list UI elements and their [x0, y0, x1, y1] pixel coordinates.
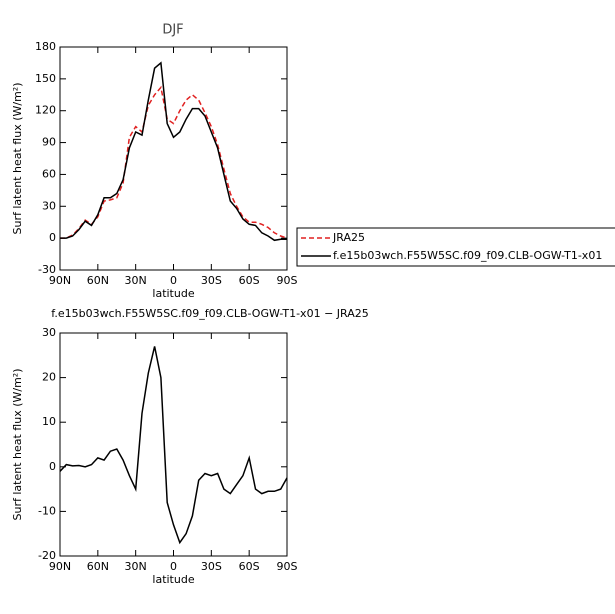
x-tick-label: 60S — [239, 274, 260, 287]
y-tick-label: 20 — [42, 371, 56, 384]
x-tick-label: 60N — [87, 274, 109, 287]
plot-frame — [59, 46, 288, 271]
y-tick-label: -20 — [38, 549, 56, 562]
x-tick-label: 0 — [170, 560, 177, 573]
y-tick-label: 90 — [42, 136, 56, 149]
y-tick-label: -30 — [38, 263, 56, 276]
y-tick-label: 30 — [42, 199, 56, 212]
x-tick-label: 60S — [239, 560, 260, 573]
x-tick-label: 90N — [49, 560, 71, 573]
y-axis-label: Surf latent heat flux (W/m²) — [11, 369, 24, 521]
x-tick-label: 30S — [201, 560, 222, 573]
x-tick-label: 60N — [87, 560, 109, 573]
y-tick-label: 120 — [35, 104, 56, 117]
y-tick-label: -10 — [38, 504, 56, 517]
y-tick-label: 60 — [42, 167, 56, 180]
x-tick-label: 90S — [277, 560, 298, 573]
y-tick-label: 180 — [35, 40, 56, 53]
x-tick-label: 90S — [277, 274, 298, 287]
legend-label: JRA25 — [332, 231, 365, 244]
series-line — [60, 61, 287, 242]
series-line — [59, 346, 288, 545]
x-tick-label: 0 — [170, 274, 177, 287]
x-tick-label: 30N — [125, 560, 147, 573]
y-tick-label: 150 — [35, 72, 56, 85]
x-axis-label: latitude — [152, 287, 194, 300]
y-tick-label: 0 — [49, 231, 56, 244]
chart-title: DJF — [162, 23, 183, 38]
y-tick-label: 10 — [42, 415, 56, 428]
legend-box — [296, 227, 615, 267]
y-tick-label: 30 — [42, 326, 56, 339]
y-tick-label: 0 — [49, 460, 56, 473]
x-tick-label: 30N — [125, 274, 147, 287]
x-axis-label: latitude — [152, 573, 194, 586]
legend-label: f.e15b03wch.F55W5SC.f09_f09.CLB-OGW-T1-x… — [333, 249, 602, 262]
series-line — [60, 85, 288, 239]
y-axis-label: Surf latent heat flux (W/m²) — [11, 83, 24, 235]
chart-title: f.e15b03wch.F55W5SC.f09_f09.CLB-OGW-T1-x… — [51, 307, 369, 320]
x-tick-label: 90N — [49, 274, 71, 287]
x-tick-label: 30S — [201, 274, 222, 287]
